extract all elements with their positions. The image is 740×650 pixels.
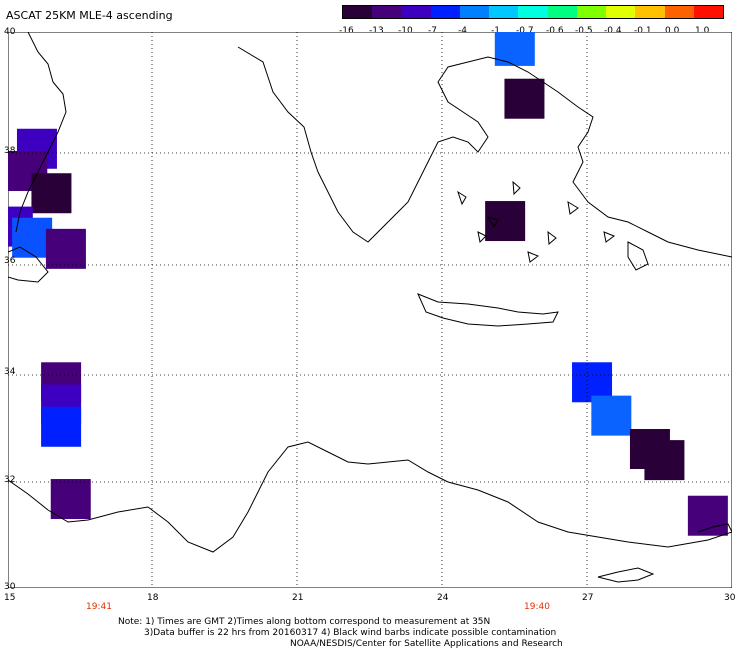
wind-cell	[12, 217, 53, 258]
colorbar-tick: 0.0	[665, 26, 680, 36]
lon-label: 15	[4, 593, 16, 603]
note-line-3: NOAA/NESDIS/Center for Satellite Applica…	[290, 639, 563, 649]
wind-cell	[591, 395, 632, 436]
time-label: 19:40	[524, 602, 550, 612]
africa-coastline	[8, 441, 732, 553]
grid-lines	[8, 32, 732, 588]
colorbar-tick: -0.1	[634, 26, 652, 36]
wind-cell	[31, 173, 72, 214]
lat-label: 30	[4, 582, 16, 592]
eastern-islands	[597, 567, 655, 583]
rhodes-coastline	[627, 241, 649, 271]
lat-label: 32	[4, 475, 16, 485]
colorbar-tick: -7	[428, 26, 437, 36]
colorbar-swatch-7	[547, 6, 577, 18]
colorbar-tick: -1	[491, 26, 500, 36]
wind-cell	[504, 78, 545, 119]
colorbar-tick: -10	[398, 26, 413, 36]
colorbar-swatch-2	[401, 6, 431, 18]
colorbar-tick: -0.6	[546, 26, 564, 36]
colorbar-tick: -0.4	[604, 26, 622, 36]
colorbar-swatch-6	[518, 6, 548, 18]
sicily-coastline	[8, 246, 49, 283]
colorbar-tick: -4	[458, 26, 467, 36]
colorbar-tick: -16	[339, 26, 354, 36]
note-line-1: Note: 1) Times are GMT 2)Times along bot…	[118, 617, 491, 627]
colorbar-swatch-0	[343, 6, 373, 18]
map-title: ASCAT 25KM MLE-4 ascending	[6, 9, 173, 22]
colorbar-tick: -0.7	[516, 26, 534, 36]
time-label: 19:41	[86, 602, 112, 612]
colorbar-tick: -13	[369, 26, 384, 36]
colorbar-swatch-1	[372, 6, 402, 18]
lat-label: 38	[4, 146, 16, 156]
lat-label: 40	[4, 27, 16, 37]
wind-cell	[50, 479, 91, 520]
note-line-2: 3)Data buffer is 22 hrs from 20160317 4)…	[144, 628, 557, 638]
colorbar-tick: 1.0	[695, 26, 710, 36]
colorbar-swatch-5	[489, 6, 519, 18]
colorbar-swatch-11	[664, 6, 694, 18]
colorbar-swatch-9	[606, 6, 636, 18]
cyprus-coastline	[697, 523, 732, 533]
aegean-islands	[457, 180, 616, 263]
map-plot	[8, 32, 732, 588]
coastlines	[8, 32, 732, 583]
wind-cell	[494, 32, 535, 66]
colorbar-swatch-8	[576, 6, 607, 18]
colorbar-tick: -0.5	[575, 26, 593, 36]
colorbar-swatch-10	[635, 6, 665, 18]
lon-label: 30	[724, 593, 736, 603]
lon-label: 27	[582, 593, 594, 603]
colorbar	[342, 5, 724, 19]
crete-coastline	[417, 293, 559, 327]
lon-label: 24	[437, 593, 449, 603]
wind-cell	[572, 362, 613, 403]
wind-cell	[485, 201, 526, 242]
greece-mainland-coastline	[237, 46, 732, 258]
lat-label: 34	[4, 367, 16, 377]
lat-label: 36	[4, 256, 16, 266]
colorbar-swatch-12	[693, 6, 724, 18]
wind-cell	[41, 406, 82, 447]
wind-cell	[45, 228, 86, 269]
lon-label: 21	[292, 593, 304, 603]
colorbar-swatch-3	[430, 6, 460, 18]
colorbar-swatch-4	[459, 6, 490, 18]
lon-label: 18	[147, 593, 159, 603]
italy-coastline	[15, 32, 67, 233]
wind-cell	[687, 495, 728, 536]
wind-cell	[644, 440, 685, 481]
map-frame	[8, 32, 732, 588]
